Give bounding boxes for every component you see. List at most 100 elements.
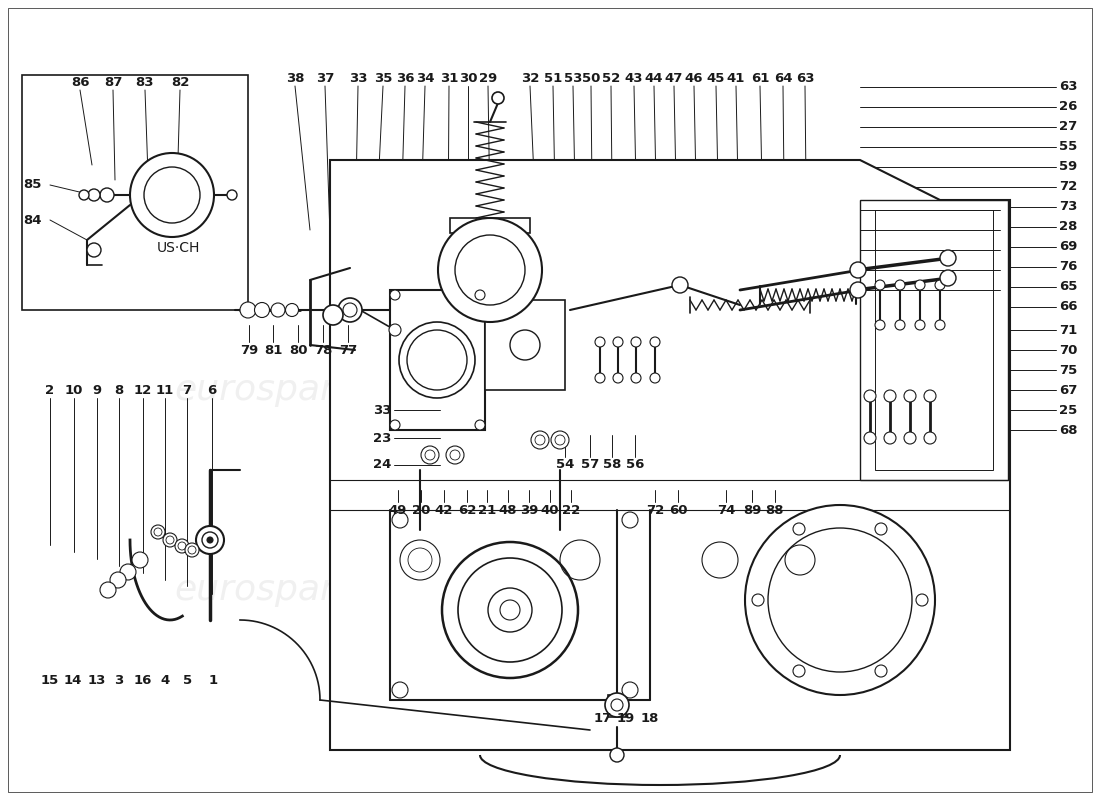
Circle shape xyxy=(130,153,214,237)
Circle shape xyxy=(915,280,925,290)
Text: 83: 83 xyxy=(135,75,154,89)
Circle shape xyxy=(132,552,148,568)
Text: 72: 72 xyxy=(646,503,664,517)
Text: 65: 65 xyxy=(1059,281,1077,294)
Text: 51: 51 xyxy=(543,71,562,85)
Text: 18: 18 xyxy=(641,711,659,725)
Text: 5: 5 xyxy=(184,674,192,686)
Text: 79: 79 xyxy=(240,343,258,357)
Text: 29: 29 xyxy=(478,71,497,85)
Circle shape xyxy=(621,512,638,528)
Text: 23: 23 xyxy=(373,431,392,445)
Text: 86: 86 xyxy=(70,75,89,89)
Text: 1: 1 xyxy=(208,674,218,686)
Circle shape xyxy=(924,432,936,444)
Circle shape xyxy=(672,277,688,293)
Circle shape xyxy=(390,290,400,300)
Text: 10: 10 xyxy=(65,383,84,397)
Text: 27: 27 xyxy=(1059,121,1077,134)
Circle shape xyxy=(864,432,876,444)
Circle shape xyxy=(745,505,935,695)
Circle shape xyxy=(605,693,629,717)
Circle shape xyxy=(442,542,578,678)
Polygon shape xyxy=(330,160,1010,750)
Text: 50: 50 xyxy=(582,71,601,85)
Text: 35: 35 xyxy=(374,71,393,85)
Bar xyxy=(390,290,485,430)
Text: 46: 46 xyxy=(684,71,703,85)
Text: eurospares: eurospares xyxy=(174,373,376,407)
Bar xyxy=(874,210,993,470)
Circle shape xyxy=(531,431,549,449)
Circle shape xyxy=(286,303,298,317)
Circle shape xyxy=(87,243,101,257)
Text: 22: 22 xyxy=(562,503,580,517)
Circle shape xyxy=(421,446,439,464)
Text: 56: 56 xyxy=(626,458,645,471)
Text: 82: 82 xyxy=(170,75,189,89)
Circle shape xyxy=(613,373,623,383)
Text: 54: 54 xyxy=(556,458,574,471)
Text: 70: 70 xyxy=(1059,343,1077,357)
Circle shape xyxy=(874,665,887,677)
Circle shape xyxy=(884,432,896,444)
Text: 63: 63 xyxy=(795,71,814,85)
Circle shape xyxy=(864,390,876,402)
Text: 36: 36 xyxy=(396,71,415,85)
Text: 7: 7 xyxy=(183,383,191,397)
Text: 40: 40 xyxy=(541,503,559,517)
Text: 33: 33 xyxy=(349,71,367,85)
Circle shape xyxy=(446,446,464,464)
Text: 52: 52 xyxy=(602,71,620,85)
Circle shape xyxy=(884,390,896,402)
Text: 21: 21 xyxy=(477,503,496,517)
Circle shape xyxy=(631,337,641,347)
Text: 14: 14 xyxy=(64,674,82,686)
Circle shape xyxy=(100,188,114,202)
Text: 24: 24 xyxy=(373,458,392,471)
Text: 34: 34 xyxy=(416,71,434,85)
Text: 2: 2 xyxy=(45,383,55,397)
Text: 89: 89 xyxy=(742,503,761,517)
Text: 64: 64 xyxy=(773,71,792,85)
Text: 17: 17 xyxy=(594,711,612,725)
Text: 73: 73 xyxy=(1059,201,1077,214)
Circle shape xyxy=(752,594,764,606)
Circle shape xyxy=(79,190,89,200)
Text: 33: 33 xyxy=(373,403,392,417)
Text: 77: 77 xyxy=(339,343,358,357)
Text: 62: 62 xyxy=(458,503,476,517)
Text: 60: 60 xyxy=(669,503,688,517)
Text: 45: 45 xyxy=(707,71,725,85)
Circle shape xyxy=(874,320,886,330)
Text: 16: 16 xyxy=(134,674,152,686)
Circle shape xyxy=(904,432,916,444)
Text: 44: 44 xyxy=(645,71,663,85)
Circle shape xyxy=(227,190,236,200)
Circle shape xyxy=(254,302,270,318)
Text: 25: 25 xyxy=(1059,403,1077,417)
Circle shape xyxy=(196,526,224,554)
Text: 67: 67 xyxy=(1059,383,1077,397)
Circle shape xyxy=(895,320,905,330)
Text: 26: 26 xyxy=(1059,101,1077,114)
Circle shape xyxy=(595,337,605,347)
Circle shape xyxy=(120,564,136,580)
Text: eurospares: eurospares xyxy=(600,573,801,607)
Text: eurospares: eurospares xyxy=(600,373,801,407)
Circle shape xyxy=(940,250,956,266)
Text: 15: 15 xyxy=(41,674,59,686)
Text: 4: 4 xyxy=(161,674,169,686)
Circle shape xyxy=(874,280,886,290)
Text: 13: 13 xyxy=(88,674,107,686)
Text: 11: 11 xyxy=(156,383,174,397)
Text: 3: 3 xyxy=(114,674,123,686)
Circle shape xyxy=(613,337,623,347)
Text: 74: 74 xyxy=(717,503,735,517)
Text: 76: 76 xyxy=(1059,261,1077,274)
Circle shape xyxy=(207,537,213,543)
Circle shape xyxy=(475,290,485,300)
Circle shape xyxy=(650,337,660,347)
Text: 19: 19 xyxy=(617,711,635,725)
Circle shape xyxy=(895,280,905,290)
